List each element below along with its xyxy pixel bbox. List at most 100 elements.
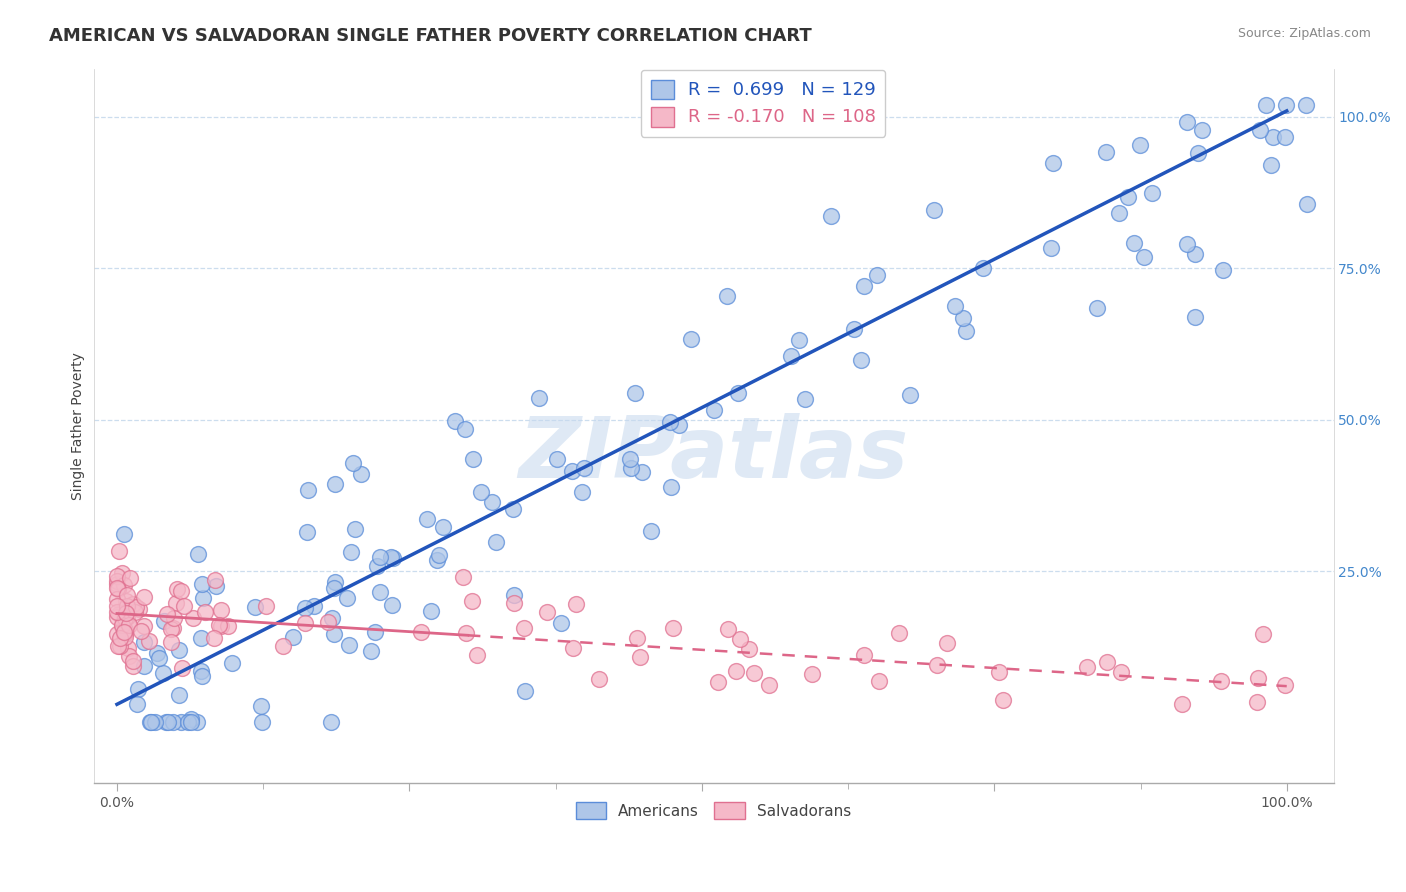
Point <box>1140 186 1163 200</box>
Point <box>124 605 146 619</box>
Point <box>170 715 193 730</box>
Point <box>503 596 526 610</box>
Point <box>167 689 190 703</box>
Point <box>111 618 134 632</box>
Point <box>105 609 128 624</box>
Point <box>368 584 391 599</box>
Point <box>758 678 780 692</box>
Point <box>302 599 325 614</box>
Point <box>416 512 439 526</box>
Point <box>114 611 136 625</box>
Point <box>725 664 748 678</box>
Point <box>118 618 141 632</box>
Point <box>1171 698 1194 712</box>
Point <box>380 549 402 564</box>
Point <box>107 607 129 621</box>
Point <box>630 465 652 479</box>
Point <box>105 591 128 606</box>
Point <box>1116 190 1139 204</box>
Point <box>849 353 872 368</box>
Point <box>190 576 212 591</box>
Point <box>173 599 195 613</box>
Point <box>194 605 217 619</box>
Point <box>121 597 143 611</box>
Point <box>143 715 166 730</box>
Point <box>112 601 135 615</box>
Point <box>502 502 524 516</box>
Point <box>681 332 703 346</box>
Point <box>1133 251 1156 265</box>
Point <box>662 621 685 635</box>
Point <box>112 626 135 640</box>
Point <box>117 640 139 655</box>
Point <box>1123 236 1146 251</box>
Point <box>132 659 155 673</box>
Point <box>866 268 889 282</box>
Point <box>619 452 641 467</box>
Point <box>163 611 186 625</box>
Point <box>105 577 128 591</box>
Point <box>271 639 294 653</box>
Point <box>659 480 682 494</box>
Point <box>105 599 128 613</box>
Text: AMERICAN VS SALVADORAN SINGLE FATHER POVERTY CORRELATION CHART: AMERICAN VS SALVADORAN SINGLE FATHER POV… <box>49 27 811 45</box>
Point <box>118 571 141 585</box>
Point <box>943 299 966 313</box>
Point <box>344 523 367 537</box>
Point <box>107 582 129 596</box>
Point <box>162 621 184 635</box>
Point <box>160 634 183 648</box>
Point <box>1108 205 1130 219</box>
Point <box>112 527 135 541</box>
Point <box>186 715 208 730</box>
Point <box>972 261 994 276</box>
Point <box>1040 241 1063 255</box>
Point <box>107 627 129 641</box>
Point <box>112 621 135 635</box>
Point <box>180 712 202 726</box>
Point <box>190 631 212 645</box>
Point <box>844 322 866 336</box>
Point <box>381 598 404 612</box>
Point <box>250 699 273 714</box>
Point <box>574 461 596 475</box>
Point <box>1085 301 1108 316</box>
Point <box>117 616 139 631</box>
Point <box>105 569 128 583</box>
Point <box>121 658 143 673</box>
Point <box>1129 138 1152 153</box>
Point <box>427 548 450 562</box>
Point <box>1274 129 1296 144</box>
Point <box>221 657 243 671</box>
Point <box>900 387 922 401</box>
Legend: Americans, Salvadorans: Americans, Salvadorans <box>569 796 858 825</box>
Point <box>717 622 740 636</box>
Point <box>443 414 465 428</box>
Point <box>190 665 212 679</box>
Point <box>887 626 910 640</box>
Point <box>204 573 226 587</box>
Point <box>988 665 1011 679</box>
Point <box>187 547 209 561</box>
Point <box>111 566 134 580</box>
Point <box>117 599 139 614</box>
Point <box>177 715 200 730</box>
Point <box>340 545 363 559</box>
Point <box>1256 98 1278 112</box>
Point <box>108 544 131 558</box>
Point <box>339 638 361 652</box>
Point <box>640 524 662 538</box>
Point <box>1261 129 1284 144</box>
Point <box>157 715 180 730</box>
Point <box>112 624 135 639</box>
Point <box>432 520 454 534</box>
Point <box>991 692 1014 706</box>
Point <box>245 599 267 614</box>
Point <box>1175 115 1198 129</box>
Point <box>117 610 139 624</box>
Point <box>322 581 344 595</box>
Point <box>703 403 725 417</box>
Point <box>107 639 129 653</box>
Point <box>112 612 135 626</box>
Point <box>571 485 593 500</box>
